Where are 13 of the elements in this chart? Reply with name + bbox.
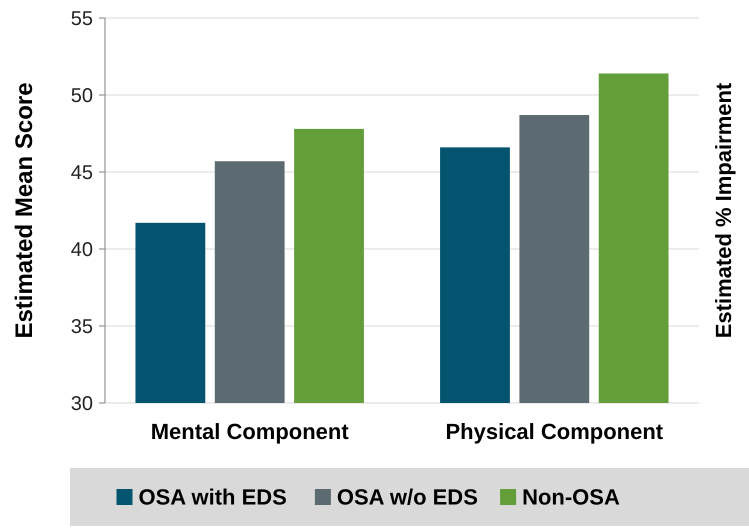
y-tick-label: 40	[70, 239, 93, 261]
y-tick-label: 50	[70, 85, 93, 107]
y-tick-label: 45	[70, 162, 93, 184]
y2-axis-title: Estimated % Impairment	[711, 82, 736, 338]
x-tick-label: Mental Component	[150, 419, 350, 444]
y-tick-label: 35	[70, 316, 93, 338]
y-axis-title: Estimated Mean Score	[11, 82, 38, 339]
y-tick-label: 30	[70, 393, 93, 415]
legend-label: Non-OSA	[522, 484, 620, 510]
legend-label: OSA with EDS	[138, 484, 287, 510]
legend-label: OSA w/o EDS	[336, 484, 478, 510]
y-tick-label: 55	[70, 8, 93, 30]
x-tick-label: Physical Component	[446, 419, 664, 444]
